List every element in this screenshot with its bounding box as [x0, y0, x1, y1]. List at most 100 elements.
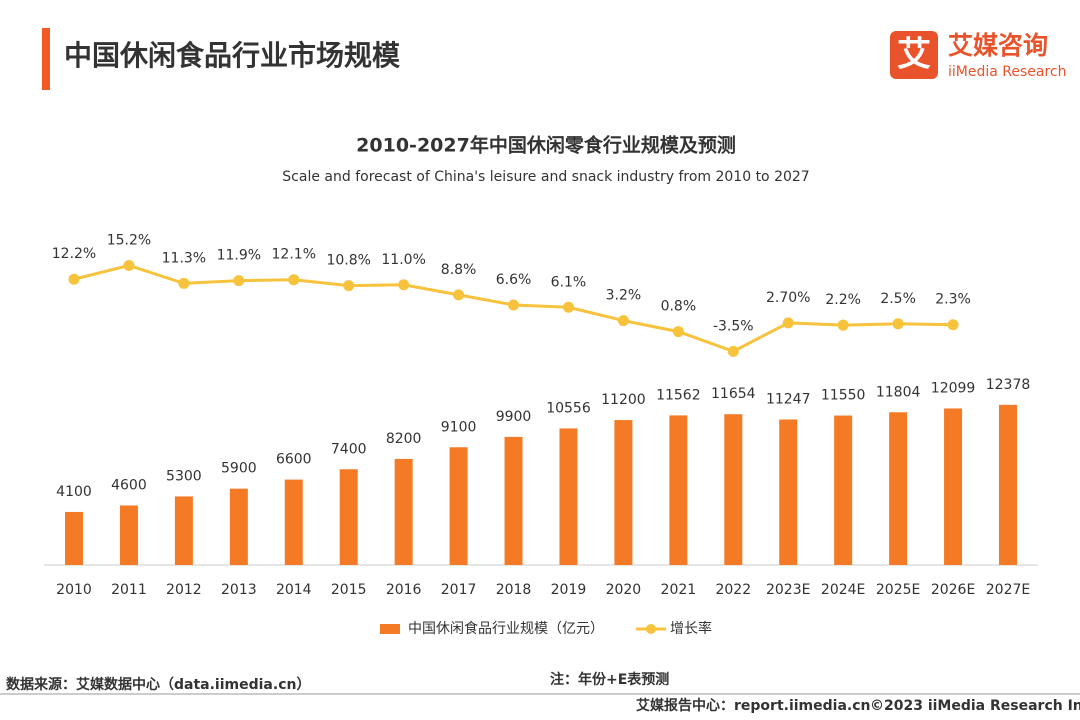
title-accent	[42, 28, 50, 90]
footer-site: 艾媒报告中心：report.iimedia.cn	[636, 697, 871, 714]
x-tick-label: 2014	[276, 582, 312, 598]
bar	[669, 415, 688, 565]
line-label: 6.1%	[551, 274, 587, 290]
x-tick-label: 2015	[331, 582, 367, 598]
logo-box	[890, 31, 938, 79]
x-tick-label: 2018	[496, 582, 532, 598]
legend-swatch	[380, 624, 400, 634]
line-marker	[123, 259, 135, 271]
bar-label: 11562	[656, 387, 701, 403]
line-marker	[453, 289, 465, 301]
bar	[889, 412, 908, 565]
logo-sub: iiMedia Research	[948, 64, 1067, 80]
x-tick-label: 2012	[166, 582, 202, 598]
x-tick-label: 2021	[661, 582, 697, 598]
x-tick-label: 2011	[111, 582, 147, 598]
line-marker	[233, 275, 245, 287]
bar-label: 4100	[56, 484, 92, 500]
line-label: -3.5%	[713, 318, 754, 334]
bar-label: 4600	[111, 477, 147, 493]
note: 注：年份+E表预测	[550, 671, 669, 688]
x-tick-label: 2025E	[876, 582, 920, 598]
line-marker	[508, 299, 520, 311]
bar-label: 7400	[331, 441, 367, 457]
legend-swatch	[646, 624, 656, 634]
line-marker	[343, 280, 355, 292]
bar	[504, 436, 523, 565]
bar	[119, 505, 138, 565]
line-label: 11.9%	[217, 248, 261, 264]
x-tick-label: 2023E	[766, 582, 810, 598]
line-marker	[562, 301, 574, 313]
bar-label: 5300	[166, 468, 202, 484]
x-tick-label: 2016	[386, 582, 422, 598]
bar	[449, 447, 468, 565]
line-label: 10.8%	[326, 253, 370, 269]
bar-label: 11247	[766, 391, 811, 407]
bar	[834, 415, 853, 565]
line-label: 0.8%	[661, 299, 697, 315]
bar-label: 11550	[821, 388, 866, 404]
line-label: 11.3%	[162, 250, 206, 266]
line-marker	[782, 317, 794, 329]
line-label: 2.3%	[935, 292, 971, 308]
bar-label: 12099	[931, 380, 976, 396]
bar	[174, 496, 193, 565]
x-tick-label: 2013	[221, 582, 257, 598]
x-tick-label: 2020	[606, 582, 642, 598]
x-tick-label: 2019	[551, 582, 587, 598]
bar	[559, 428, 578, 565]
legend-label: 增长率	[670, 620, 712, 637]
bar-label: 6600	[276, 452, 312, 468]
line-marker	[672, 326, 684, 338]
line-label: 12.2%	[52, 246, 96, 262]
line-marker	[178, 277, 190, 289]
logo-name: 艾媒咨询	[948, 31, 1048, 60]
x-tick-label: 2026E	[931, 582, 975, 598]
line-marker	[288, 274, 300, 286]
bar-label: 10556	[546, 400, 591, 416]
line-marker	[947, 319, 959, 331]
x-tick-label: 2017	[441, 582, 477, 598]
bar	[339, 469, 358, 565]
bar	[229, 488, 248, 565]
line-label: 11.0%	[381, 252, 425, 268]
line-marker	[68, 273, 80, 285]
line-label: 8.8%	[441, 262, 477, 278]
bar-label: 12378	[986, 377, 1031, 393]
source: 数据来源：艾媒数据中心（data.iimedia.cn）	[6, 676, 310, 693]
chart-title: 2010-2027年中国休闲零食行业规模及预测	[356, 134, 736, 157]
bar	[284, 479, 303, 565]
line-label: 2.70%	[766, 290, 810, 306]
bar	[394, 458, 413, 565]
line-marker	[727, 345, 739, 357]
bar	[65, 511, 83, 565]
chart-subtitle: Scale and forecast of China's leisure an…	[282, 169, 809, 185]
line-marker	[398, 279, 410, 291]
line-label: 12.1%	[272, 247, 316, 263]
bar-label: 9900	[496, 409, 532, 425]
bar-label: 8200	[386, 431, 422, 447]
line-label: 2.5%	[880, 291, 916, 307]
bar	[614, 420, 633, 565]
x-tick-label: 2022	[715, 582, 751, 598]
logo-mark: 艾	[897, 35, 931, 75]
bar-label: 11200	[601, 392, 646, 408]
line-marker	[617, 315, 629, 327]
line-label: 6.6%	[496, 272, 532, 288]
footer-copyright: ©2023 iiMedia Research Inc	[870, 698, 1080, 714]
x-tick-label: 2027E	[986, 582, 1030, 598]
bar-label: 5900	[221, 461, 257, 477]
line-label: 2.2%	[825, 292, 861, 308]
bar	[944, 408, 963, 565]
bar	[779, 419, 798, 565]
x-tick-label: 2024E	[821, 582, 865, 598]
line-marker	[892, 318, 904, 330]
bar-label: 9100	[441, 419, 477, 435]
line-label: 3.2%	[606, 288, 642, 304]
page-title: 中国休闲食品行业市场规模	[64, 39, 401, 72]
bar	[724, 414, 743, 565]
bar-label: 11804	[876, 384, 921, 400]
line-marker	[837, 319, 849, 331]
